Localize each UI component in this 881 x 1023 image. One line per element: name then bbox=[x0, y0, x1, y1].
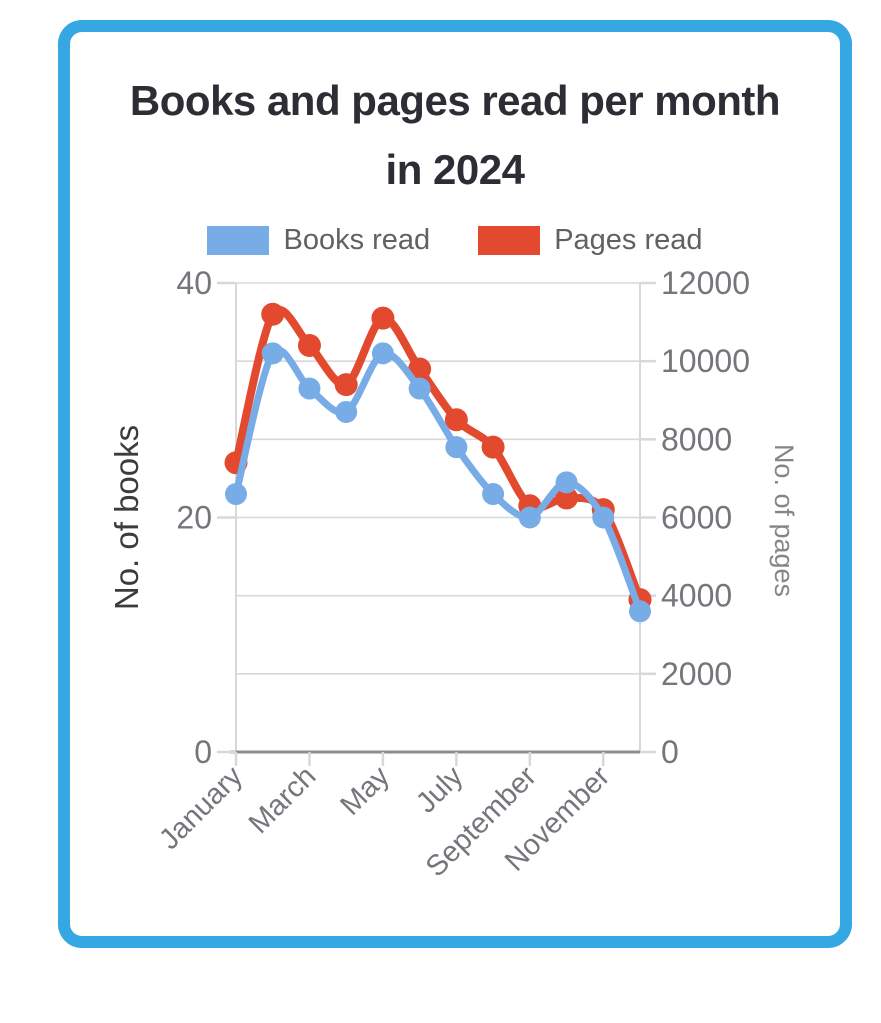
pages-read-point-june[interactable] bbox=[408, 357, 432, 381]
x-axis-label-march: March bbox=[243, 760, 323, 840]
books-read-point-april[interactable] bbox=[335, 400, 358, 423]
x-axis-label-july: July bbox=[410, 760, 469, 819]
chart-card: Books and pages read per month in 2024 Bo… bbox=[58, 20, 852, 948]
right-axis-tick-label-4000: 4000 bbox=[661, 578, 732, 614]
pages-read-line bbox=[232, 305, 644, 604]
legend: Books read Pages read bbox=[70, 224, 840, 257]
books-read-legend-swatch bbox=[207, 226, 270, 255]
x-axis-label-may: May bbox=[334, 760, 396, 822]
pages-read-point-october[interactable] bbox=[555, 486, 579, 510]
chart-title-line2: in 2024 bbox=[385, 146, 525, 193]
books-read-point-july[interactable] bbox=[445, 436, 468, 459]
left-axis-tick-label-20: 20 bbox=[176, 500, 212, 536]
right-axis-tick-label-10000: 10000 bbox=[661, 343, 750, 379]
books-read-point-february[interactable] bbox=[261, 342, 284, 365]
legend-item-books-read[interactable]: Books read bbox=[207, 224, 430, 257]
x-axis-label-january: January bbox=[153, 760, 249, 856]
right-axis-title: No. of pages bbox=[769, 444, 799, 597]
books-read-point-november[interactable] bbox=[592, 506, 615, 529]
books-read-point-september[interactable] bbox=[518, 506, 541, 529]
books-read-point-march[interactable] bbox=[298, 377, 321, 400]
right-axis-tick-label-12000: 12000 bbox=[661, 265, 750, 301]
right-axis-tick-label-6000: 6000 bbox=[661, 500, 732, 536]
books-read-legend-label: Books read bbox=[283, 224, 431, 256]
pages-read-point-february[interactable] bbox=[261, 302, 285, 326]
books-read-point-august[interactable] bbox=[482, 483, 505, 506]
books-read-point-june[interactable] bbox=[408, 377, 431, 400]
pages-read-point-august[interactable] bbox=[481, 435, 505, 459]
pages-read-point-march[interactable] bbox=[297, 334, 321, 358]
left-axis-title: No. of books bbox=[108, 425, 145, 610]
pages-read-point-may[interactable] bbox=[371, 306, 395, 330]
chart-title-line1: Books and pages read per month bbox=[129, 77, 781, 124]
pages-read-point-april[interactable] bbox=[334, 373, 358, 397]
left-axis-tick-label-0: 0 bbox=[194, 734, 212, 770]
books-read-point-may[interactable] bbox=[371, 342, 394, 365]
pages-read-point-july[interactable] bbox=[444, 408, 468, 432]
chart-title: Books and pages read per month in 2024 bbox=[105, 66, 805, 204]
left-axis-tick-label-40: 40 bbox=[176, 265, 212, 301]
right-axis-tick-label-8000: 8000 bbox=[661, 421, 732, 457]
pages-read-legend-swatch bbox=[478, 226, 541, 255]
right-axis-tick-label-0: 0 bbox=[661, 734, 679, 770]
legend-item-pages-read[interactable]: Pages read bbox=[478, 224, 703, 257]
books-read-point-january[interactable] bbox=[225, 483, 247, 506]
books-read-point-october[interactable] bbox=[555, 471, 578, 494]
pages-read-legend-label: Pages read bbox=[554, 224, 703, 256]
books-read-point-december[interactable] bbox=[629, 600, 651, 623]
right-axis-tick-label-2000: 2000 bbox=[661, 656, 732, 692]
